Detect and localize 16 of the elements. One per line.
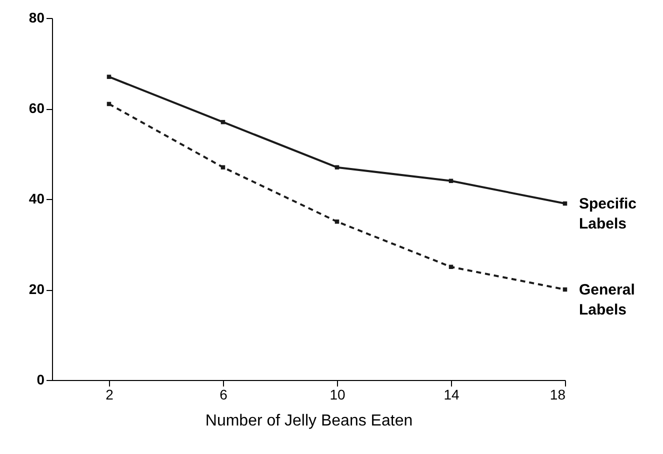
x-axis-title: Number of Jelly Beans Eaten [205,412,413,430]
x-tick-label: 10 [330,386,346,402]
x-tick-label: 14 [444,386,460,402]
point [106,74,112,79]
y-tick-label: 80 [28,10,45,26]
series-label: General Labels [579,282,635,318]
y-tick-label: 40 [28,190,45,206]
series-label: Specific Labels [579,196,637,233]
point [334,165,340,170]
y-tick-label: 20 [28,281,45,297]
y-tick-label: 60 [28,100,45,116]
x-tick-label: 2 [106,386,114,402]
x-tick-label: 18 [550,386,566,402]
point [220,165,226,170]
x-tick-label: 6 [220,386,228,402]
y-tick-label: 0 [36,372,45,388]
